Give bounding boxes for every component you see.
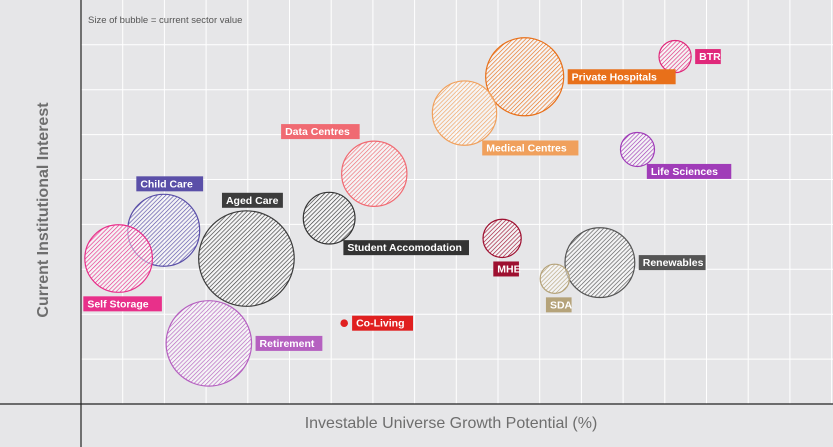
label-retirement: Retirement [260, 338, 315, 350]
label-btr: BTR [699, 51, 721, 63]
bubble-retirement [165, 300, 253, 387]
label-box-co-living [352, 315, 414, 331]
bubble-btr [658, 39, 692, 74]
label-child-care: Child Care [140, 178, 193, 190]
bubble-private-hospitals [485, 37, 565, 117]
label-mhe: MHE [497, 263, 520, 275]
x-axis-title: Investable Universe Growth Potential (%) [305, 415, 598, 432]
bubble-medical-centres [431, 80, 498, 146]
label-box-private-hospitals [567, 69, 676, 85]
label-box-child-care [136, 176, 204, 192]
label-co-living: Co-Living [356, 318, 404, 330]
size-annotation: Size of bubble = current sector value [88, 15, 242, 26]
labels-layer: Private Hospitals Medical Centres BTR Life … [83, 49, 732, 351]
label-box-mhe [493, 261, 519, 277]
bubble-life-sciences [619, 131, 656, 168]
bubble-self-storage [84, 224, 153, 293]
label-box-aged-care [221, 192, 283, 208]
label-self-storage: Self Storage [87, 298, 148, 310]
bubble-renewables [564, 227, 636, 299]
label-box-renewables [638, 255, 706, 271]
label-renewables: Renewables [643, 257, 704, 269]
label-data-centres: Data Centres [285, 126, 350, 138]
bubble-co-living [340, 319, 349, 328]
bubble-sda [539, 263, 570, 294]
label-box-btr [695, 49, 721, 65]
bubble-data-centres [341, 140, 408, 207]
bubble-mhe [482, 218, 522, 259]
label-box-self-storage [83, 296, 162, 312]
label-box-student-accomodation [343, 240, 469, 256]
y-axis-title: Current Institutional Interest [35, 102, 52, 318]
label-box-retirement [255, 335, 323, 351]
label-private-hospitals: Private Hospitals [572, 71, 657, 83]
label-box-medical-centres [482, 140, 579, 156]
label-student-accomodation: Student Accomodation [347, 242, 462, 254]
label-life-sciences: Life Sciences [651, 166, 718, 178]
label-box-sda [545, 297, 572, 313]
label-box-data-centres [281, 124, 360, 140]
label-medical-centres: Medical Centres [486, 142, 567, 154]
label-box-life-sciences [646, 163, 732, 179]
label-sda: SDA [550, 299, 573, 311]
bubble-student-accomodation [302, 191, 356, 245]
bubbles-layer [84, 37, 692, 387]
bubble-aged-care [198, 210, 295, 307]
label-aged-care: Aged Care [226, 195, 279, 207]
